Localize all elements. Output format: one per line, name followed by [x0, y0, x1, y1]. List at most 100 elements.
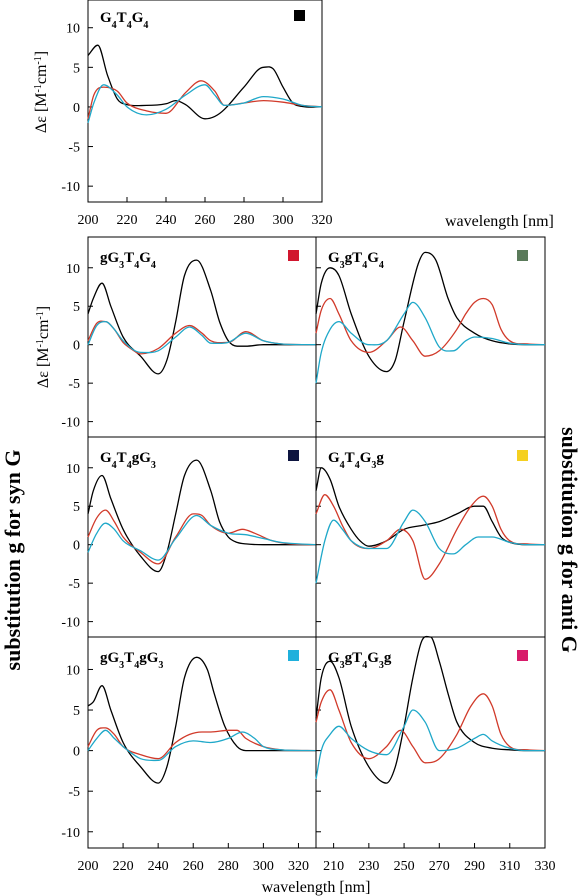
cd-series-line [87, 459, 316, 573]
panel-title-part: 3 [119, 260, 124, 271]
legend-marker [517, 650, 528, 661]
panel-title-part: 4 [127, 20, 132, 31]
panel-title-part: G [139, 250, 151, 266]
y-tick-label: 5 [73, 300, 80, 315]
panel-title-part: 3 [119, 660, 124, 671]
y-axis-label-part: Δε [M [35, 348, 52, 389]
left-side-label: substitution g for syn G [0, 450, 25, 671]
y-tick-label: 0 [73, 539, 80, 554]
panel-title-part: G [132, 10, 144, 26]
x-tick-label: 220 [113, 859, 134, 874]
x-tick-label: 300 [253, 859, 274, 874]
cd-series-line [315, 709, 545, 780]
panel-title: G4T4gG3 [100, 450, 156, 471]
panel-title: G4T4G4 [100, 10, 148, 31]
y-tick-label: -10 [61, 616, 80, 631]
panel-title-part: G [100, 450, 112, 466]
y-tick-label: -10 [61, 826, 80, 841]
x-tick-label: 270 [429, 859, 450, 874]
panel-title-part: G [328, 250, 340, 266]
legend-marker [288, 650, 299, 661]
y-tick-label: 10 [66, 663, 80, 678]
cd-series-line [87, 320, 317, 355]
chart-panel: G3gT4G4 [315, 236, 546, 438]
y-axis-label-part: -1 [35, 311, 46, 319]
chart-panel: G4T4G3g [315, 436, 546, 638]
bottom-wavelength-label: wavelength [nm] [262, 879, 371, 896]
x-tick-label: 280 [218, 859, 239, 874]
y-tick-label: 5 [73, 500, 80, 515]
cd-series-line [315, 297, 546, 357]
x-tick-label: 290 [464, 859, 485, 874]
y-axis-label-part: cm [35, 319, 52, 339]
y-tick-label: 0 [73, 339, 80, 354]
panel-title-part: G [328, 450, 340, 466]
y-tick-label: -10 [61, 180, 80, 195]
panel-title-part: 4 [143, 20, 148, 31]
panel-title-part: gG [100, 650, 120, 666]
cd-series-line [87, 44, 323, 120]
y-axis-label-part: ] [35, 306, 52, 311]
cd-series-line [315, 301, 545, 384]
plot-frame [315, 236, 546, 438]
panel-title-part: G [367, 650, 379, 666]
y-tick-label: -5 [68, 141, 80, 156]
cd-series-line [87, 729, 317, 762]
right-side-label: substitution g for anti G [557, 427, 582, 653]
x-tick-label: 220 [117, 213, 138, 228]
x-tick-label: 260 [195, 213, 216, 228]
panel-title-part: gG [139, 650, 159, 666]
y-tick-label: 0 [73, 101, 80, 116]
y-axis-label-part: -1 [35, 339, 46, 347]
panel-title-part: T [345, 450, 355, 466]
panel-title-part: 4 [340, 460, 345, 471]
y-axis-label-part: Δε [M [33, 93, 50, 134]
panel-title-part: g [376, 450, 384, 466]
panel-title-part: gG [100, 250, 120, 266]
y-tick-label: -5 [68, 577, 80, 592]
plot-frame [87, 0, 323, 203]
cd-series-line [87, 727, 317, 760]
panel-title-part: 3 [151, 460, 156, 471]
y-tick-label: -5 [68, 377, 80, 392]
top-wavelength-label: wavelength [nm] [445, 213, 554, 230]
x-tick-label: 200 [78, 859, 99, 874]
panel-title: gG3T4G4 [100, 250, 156, 271]
x-tick-label: 230 [358, 859, 379, 874]
y-tick-label: 5 [73, 704, 80, 719]
x-tick-label: 200 [78, 213, 99, 228]
panel-title-part: 4 [134, 260, 139, 271]
panel-title-part: T [117, 450, 127, 466]
y-tick-label: 10 [66, 22, 80, 37]
panel-title-part: 4 [134, 660, 139, 671]
panel-title-part: gG [132, 450, 152, 466]
plot-frame [315, 636, 546, 849]
panel-title: G3gT4G4 [328, 250, 384, 271]
x-tick-label: 240 [148, 859, 169, 874]
panel-title-part: T [117, 10, 127, 26]
panel-title: G3gT4G3g [328, 650, 392, 671]
cd-series-line [87, 320, 317, 354]
cd-series-line [315, 509, 545, 584]
panel-title-part: 4 [127, 460, 132, 471]
panel-title-part: 3 [158, 660, 163, 671]
panel-title-part: 4 [362, 660, 367, 671]
y-tick-label: 5 [73, 61, 80, 76]
panel-title-part: G [360, 450, 372, 466]
cd-series-line [315, 467, 545, 547]
plot-frame [315, 436, 546, 638]
panel-title: gG3T4gG3 [100, 650, 163, 671]
x-tick-label: 280 [234, 213, 255, 228]
cd-series-line [315, 689, 546, 764]
panel-title-part: T [124, 250, 134, 266]
legend-marker [288, 450, 299, 461]
legend-marker [517, 450, 528, 461]
panel-title-part: gT [345, 250, 363, 266]
x-tick-label: 240 [156, 213, 177, 228]
panel-title-part: G [367, 250, 379, 266]
cd-series-line [315, 251, 545, 373]
